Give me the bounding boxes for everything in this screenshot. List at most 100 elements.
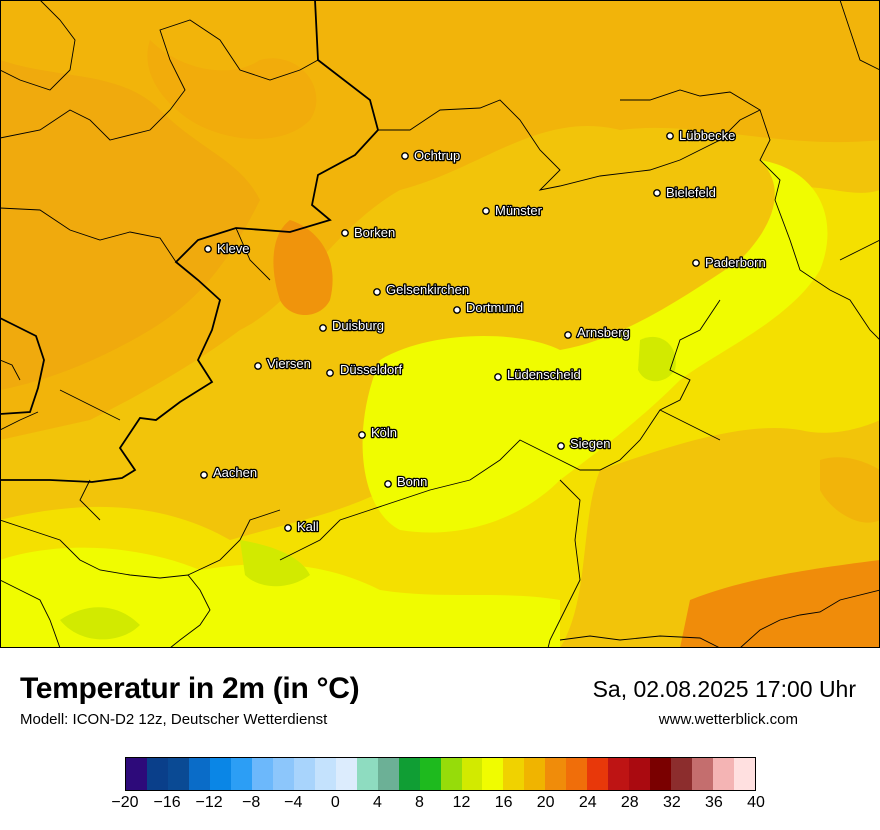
color-scale-step bbox=[293, 758, 315, 790]
city-label: Münster bbox=[495, 203, 543, 218]
color-scale-step bbox=[671, 758, 693, 790]
color-scale-tick-label: −12 bbox=[195, 794, 223, 811]
city-label: Kleve bbox=[217, 241, 250, 256]
color-scale-tick-label: 32 bbox=[662, 794, 681, 811]
temp-zone-warm-east bbox=[820, 457, 880, 523]
regional-borders bbox=[0, 0, 880, 648]
color-scale-tick-label: −4 bbox=[284, 794, 303, 811]
city-bonn: Bonn bbox=[384, 473, 429, 490]
city-label: Bielefeld bbox=[666, 185, 716, 200]
color-scale-step bbox=[650, 758, 672, 790]
color-scale-step bbox=[377, 758, 399, 790]
city-label: Duisburg bbox=[332, 318, 384, 333]
color-scale-step bbox=[587, 758, 609, 790]
city-label: Viersen bbox=[267, 356, 311, 371]
map-title: Temperatur in 2m (in °C) bbox=[20, 672, 360, 705]
color-scale-step bbox=[482, 758, 504, 790]
color-scale-step bbox=[146, 758, 168, 790]
city-label: Köln bbox=[371, 425, 397, 440]
city-muenster: Münster bbox=[482, 202, 544, 219]
color-scale-tick-label: 24 bbox=[578, 794, 597, 811]
model-source: Modell: ICON-D2 12z, Deutscher Wetterdie… bbox=[20, 711, 328, 728]
city-siegen: Siegen bbox=[557, 435, 612, 452]
city-label: Paderborn bbox=[705, 255, 766, 270]
color-scale-step bbox=[419, 758, 441, 790]
city-label: Dortmund bbox=[466, 300, 523, 315]
city-markers: Lübbecke Ochtrup Bielefeld Münster Borke… bbox=[200, 127, 767, 535]
city-label: Borken bbox=[354, 225, 395, 240]
color-scale-step bbox=[335, 758, 357, 790]
color-scale-step bbox=[629, 758, 651, 790]
city-luedenscheid: Lüdenscheid bbox=[494, 366, 582, 383]
city-viersen: Viersen bbox=[254, 355, 312, 372]
temp-zone-north-warm bbox=[147, 40, 317, 139]
color-scale-ticks: −20 −16 −12 −8 −4 0 4 8 12 16 20 24 28 32 36 40 bbox=[0, 794, 880, 818]
city-paderborn: Paderborn bbox=[692, 254, 767, 271]
city-gelsenkirchen: Gelsenkirchen bbox=[373, 281, 470, 298]
temp-zone-cool-rothaar bbox=[638, 336, 676, 382]
color-scale-tick-label: 40 bbox=[747, 794, 765, 811]
color-scale-tick-label: 16 bbox=[494, 794, 513, 811]
city-label: Aachen bbox=[213, 465, 257, 480]
color-scale-step bbox=[461, 758, 483, 790]
city-label: Gelsenkirchen bbox=[386, 282, 469, 297]
legend-footer: Temperatur in 2m (in °C) Modell: ICON-D2… bbox=[0, 648, 880, 830]
forecast-datetime: Sa, 02.08.2025 17:00 Uhr bbox=[592, 676, 856, 702]
color-scale-step bbox=[251, 758, 273, 790]
color-scale-bar bbox=[125, 757, 756, 791]
color-scale-step bbox=[524, 758, 546, 790]
color-scale-step bbox=[608, 758, 630, 790]
city-borken: Borken bbox=[341, 224, 397, 241]
temp-zone-hot-southeast bbox=[680, 560, 880, 648]
color-scale-step bbox=[167, 758, 189, 790]
city-bielefeld: Bielefeld bbox=[653, 184, 717, 201]
color-scale-step bbox=[398, 758, 420, 790]
city-kall: Kall bbox=[284, 518, 320, 535]
city-koeln: Köln bbox=[358, 424, 398, 441]
color-scale-step bbox=[209, 758, 231, 790]
city-ochtrup: Ochtrup bbox=[401, 147, 462, 164]
color-scale-step bbox=[440, 758, 462, 790]
city-duesseldorf: Düsseldorf bbox=[326, 361, 404, 378]
temperature-map: Lübbecke Ochtrup Bielefeld Münster Borke… bbox=[0, 0, 880, 648]
color-scale-step bbox=[188, 758, 210, 790]
color-scale-tick-label: 28 bbox=[620, 794, 639, 811]
national-borders bbox=[0, 0, 379, 483]
temp-zone-sauerland bbox=[362, 160, 828, 533]
color-scale-tick-label: −16 bbox=[153, 794, 181, 811]
city-arnsberg: Arnsberg bbox=[564, 324, 631, 341]
color-scale-tick-label: 4 bbox=[372, 794, 382, 811]
temp-zone-cool-south bbox=[60, 607, 140, 640]
color-scale-tick-label: 36 bbox=[705, 794, 723, 811]
city-luebbecke: Lübbecke bbox=[666, 127, 737, 144]
city-label: Lübbecke bbox=[679, 128, 735, 143]
color-scale-tick-label: −8 bbox=[242, 794, 261, 811]
color-scale-tick-label: 20 bbox=[536, 794, 555, 811]
color-scale-step bbox=[566, 758, 588, 790]
city-dortmund: Dortmund bbox=[453, 299, 524, 316]
city-label: Lüdenscheid bbox=[507, 367, 581, 382]
color-scale-step bbox=[314, 758, 336, 790]
city-duisburg: Duisburg bbox=[319, 317, 385, 334]
color-scale-step bbox=[230, 758, 252, 790]
temp-zone-cool-eifel bbox=[240, 540, 310, 587]
color-scale-step bbox=[503, 758, 525, 790]
city-label: Arnsberg bbox=[577, 325, 630, 340]
temp-zone-eifel bbox=[0, 547, 560, 648]
color-scale-step bbox=[545, 758, 567, 790]
city-label: Siegen bbox=[570, 436, 610, 451]
color-scale-tick-label: 8 bbox=[415, 794, 424, 811]
temp-zone-ruhr bbox=[273, 220, 333, 315]
color-scale-step bbox=[272, 758, 294, 790]
city-label: Düsseldorf bbox=[340, 362, 403, 377]
city-aachen: Aachen bbox=[200, 464, 258, 481]
temp-zone-warmer-west bbox=[0, 60, 260, 390]
color-scale-tick-label: 0 bbox=[330, 794, 340, 811]
color-scale-tick-label: 12 bbox=[452, 794, 471, 811]
color-scale-step bbox=[713, 758, 735, 790]
city-label: Ochtrup bbox=[414, 148, 460, 163]
website-link[interactable]: www.wetterblick.com bbox=[658, 711, 798, 728]
color-scale-step bbox=[692, 758, 714, 790]
city-label: Bonn bbox=[397, 474, 427, 489]
city-kleve: Kleve bbox=[204, 240, 251, 257]
